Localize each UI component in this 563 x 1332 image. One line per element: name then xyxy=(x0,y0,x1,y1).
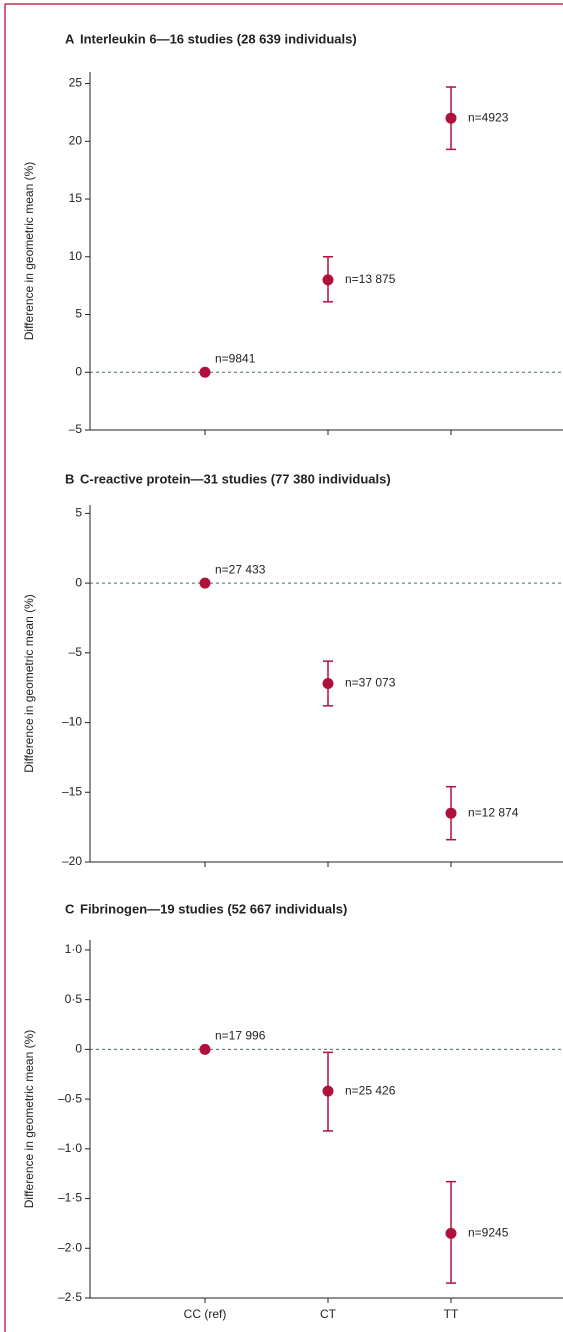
y-tick-label: 25 xyxy=(69,76,83,90)
panel-letter: A xyxy=(65,31,75,46)
point-label: n=4923 xyxy=(468,110,509,124)
point-label: n=37 073 xyxy=(345,676,396,690)
y-tick-label: –5 xyxy=(69,422,83,436)
y-tick-label: –2·0 xyxy=(58,1240,82,1254)
y-axis-label: Difference in geometric mean (%) xyxy=(22,162,36,341)
y-tick-label: 0 xyxy=(75,1042,82,1056)
y-tick-label: –2·5 xyxy=(58,1290,82,1304)
y-tick-label: 0 xyxy=(75,364,82,378)
point xyxy=(199,366,211,378)
y-axis-label: Difference in geometric mean (%) xyxy=(22,594,36,773)
y-tick-label: –0·5 xyxy=(58,1091,82,1105)
panel-title: Interleukin 6—16 studies (28 639 individ… xyxy=(80,31,357,46)
x-tick-label: TT xyxy=(444,1307,459,1321)
point xyxy=(322,1085,334,1097)
point xyxy=(445,112,457,124)
y-tick-label: 5 xyxy=(75,506,82,520)
y-tick-label: 5 xyxy=(75,307,82,321)
point-label: n=12 874 xyxy=(468,805,519,819)
panel-title: Fibrinogen—19 studies (52 667 individual… xyxy=(80,901,347,916)
y-tick-label: –10 xyxy=(62,715,82,729)
y-tick-label: 15 xyxy=(69,191,83,205)
y-tick-label: –5 xyxy=(69,645,83,659)
point-label: n=17 996 xyxy=(215,1029,266,1043)
point xyxy=(445,1227,457,1239)
y-axis-label: Difference in geometric mean (%) xyxy=(22,1030,36,1209)
panel-letter: C xyxy=(65,901,75,916)
point xyxy=(322,274,334,286)
x-tick-label: CC (ref) xyxy=(184,1307,227,1321)
point xyxy=(199,577,211,589)
y-tick-label: 0 xyxy=(75,575,82,589)
y-tick-label: 10 xyxy=(69,249,83,263)
y-tick-label: 0·5 xyxy=(65,992,83,1006)
y-tick-label: –1·5 xyxy=(58,1191,82,1205)
point xyxy=(322,678,334,689)
x-tick-label: CT xyxy=(320,1307,337,1321)
point xyxy=(445,807,457,819)
y-tick-label: –1·0 xyxy=(58,1141,82,1155)
point-label: n=25 426 xyxy=(345,1083,396,1097)
point-label: n=9841 xyxy=(215,351,256,365)
point xyxy=(199,1043,211,1055)
point-label: n=27 433 xyxy=(215,562,266,576)
panel-title: C-reactive protein—31 studies (77 380 in… xyxy=(80,471,391,486)
y-tick-label: 1·0 xyxy=(65,942,83,956)
y-tick-label: –20 xyxy=(62,854,82,868)
y-tick-label: –15 xyxy=(62,784,82,798)
panel-letter: B xyxy=(65,471,74,486)
y-tick-label: 20 xyxy=(69,133,83,147)
point-label: n=9245 xyxy=(468,1226,509,1240)
point-label: n=13 875 xyxy=(345,272,396,286)
